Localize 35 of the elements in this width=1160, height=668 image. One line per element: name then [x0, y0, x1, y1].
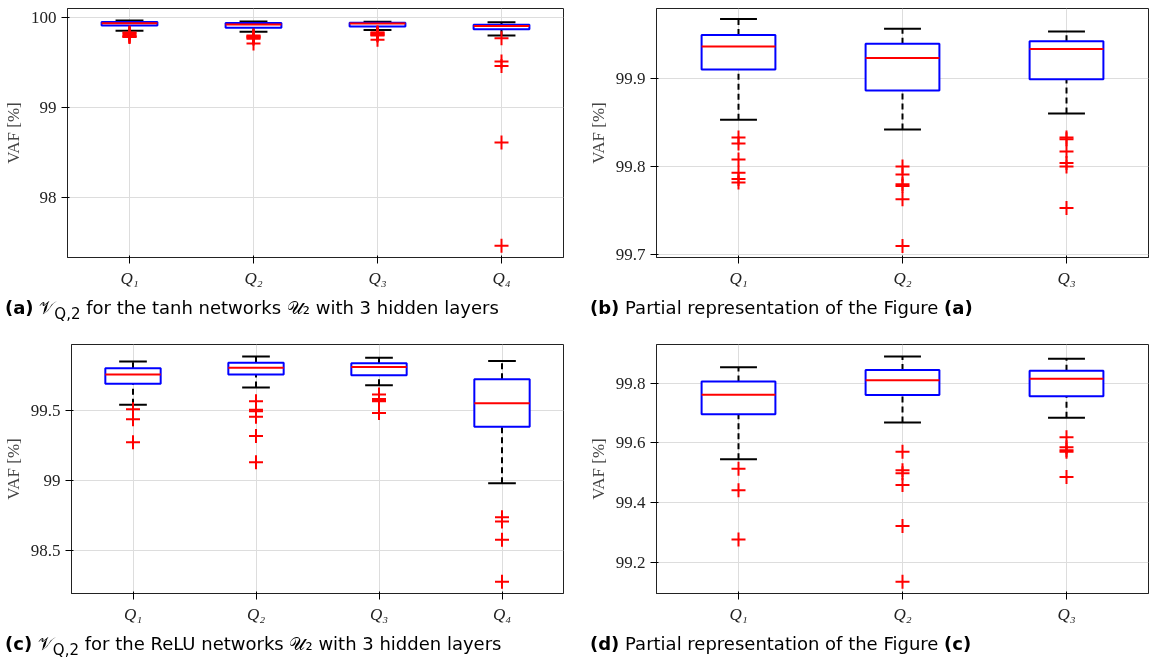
y-tick-label: 99.5 [30, 401, 61, 421]
y-tick-label: 99.7 [615, 245, 646, 265]
y-tick-label: 99.8 [615, 373, 646, 393]
y-tick-label: 98.5 [30, 541, 61, 561]
y-tick-label: 99.4 [615, 492, 646, 512]
x-tick-label: Q₁ [729, 268, 748, 288]
y-tick-label: 99.2 [615, 552, 646, 572]
y-tick-label: 99.6 [615, 433, 646, 453]
x-tick-label: Q₂ [893, 604, 912, 624]
x-tick-label: Q₃ [1057, 604, 1076, 624]
y-tick-label: 99 [39, 97, 57, 117]
y-tick-label: 99.9 [615, 68, 646, 88]
y-tick-label: 98 [39, 187, 57, 207]
y-tick-label: 99.8 [615, 157, 646, 177]
y-axis-title: VAF [%] [588, 102, 608, 164]
text: (b) Partial representation of the Figure (a) [590, 296, 973, 320]
x-tick-label: Q₃ [369, 604, 389, 624]
y-axis-title: VAF [%] [3, 438, 23, 500]
x-tick-label: Q₂ [246, 604, 266, 624]
text: (c) 𝒱$_{Q,2}$ for the ReLU networks 𝒰₂ with 3 hidden layers [5, 632, 502, 661]
x-tick-label: Q₂ [244, 268, 263, 288]
x-tick-label: Q₃ [368, 268, 387, 288]
text: (d) Partial representation of the Figure (c) [590, 632, 972, 656]
x-tick-label: Q₄ [492, 604, 512, 624]
y-tick-label: 99 [43, 471, 61, 491]
y-axis-title: VAF [%] [588, 438, 608, 500]
x-tick-label: Q₄ [492, 268, 511, 288]
x-tick-label: Q₁ [123, 604, 143, 624]
x-tick-label: Q₁ [120, 268, 139, 288]
x-tick-label: Q₃ [1057, 268, 1076, 288]
y-tick-label: 100 [31, 7, 57, 27]
x-tick-label: Q₂ [893, 268, 912, 288]
x-tick-label: Q₁ [729, 604, 748, 624]
y-axis-title: VAF [%] [4, 102, 23, 164]
text: (a) 𝒱$_{Q,2}$ for the tanh networks 𝒰₂ with 3 hidden layers [5, 296, 499, 325]
